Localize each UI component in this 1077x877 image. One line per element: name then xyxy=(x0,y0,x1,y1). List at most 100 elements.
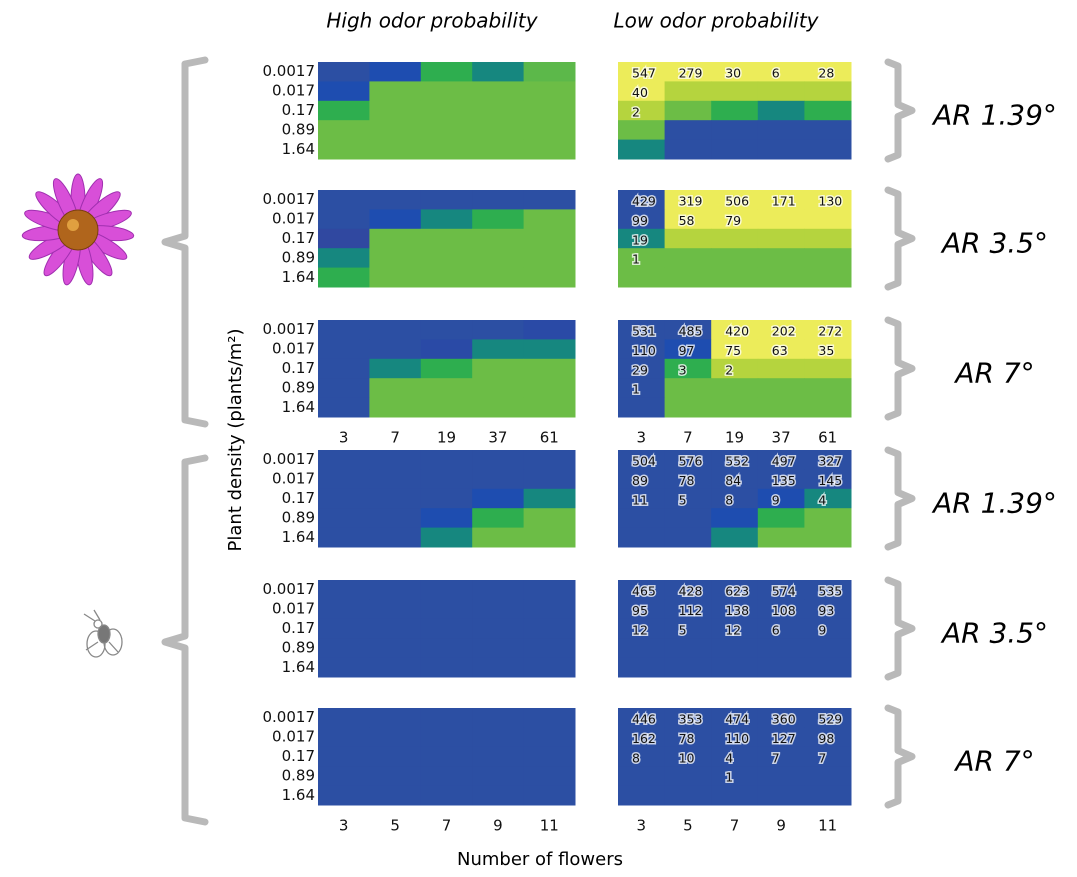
heatmap-cell xyxy=(618,786,665,806)
x-tick-label: 3 xyxy=(637,817,647,835)
heatmap-cell xyxy=(369,81,421,101)
cell-label: 1 xyxy=(725,770,733,785)
heatmap-cell xyxy=(421,619,473,639)
x-tick-label: 11 xyxy=(818,817,837,835)
y-tick-label: 1.64 xyxy=(282,268,315,286)
cell-label: 623 xyxy=(725,584,749,599)
heatmap-cell xyxy=(758,508,805,528)
heatmap-cell xyxy=(318,378,370,398)
y-tick-label: 0.17 xyxy=(282,359,315,377)
heatmap-cell xyxy=(369,747,421,767)
heatmap-cell xyxy=(711,489,758,509)
heatmap-cell xyxy=(665,268,712,288)
heatmap-cell xyxy=(524,101,576,121)
heatmap-cell xyxy=(369,140,421,160)
heatmap-cell xyxy=(421,268,473,288)
cell-label: 97 xyxy=(679,343,695,358)
y-tick-label: 0.017 xyxy=(272,470,315,488)
cell-label: 4 xyxy=(725,750,733,765)
heatmap-cell xyxy=(665,120,712,140)
heatmap-cell xyxy=(758,378,805,398)
cell-label: 78 xyxy=(679,473,695,488)
cell-label: 40 xyxy=(632,85,648,100)
cell-label: 5 xyxy=(679,492,687,507)
cell-label: 360 xyxy=(772,712,796,727)
heatmap-cell xyxy=(472,81,524,101)
heatmap-cell xyxy=(711,268,758,288)
heatmap-cell xyxy=(369,120,421,140)
heatmap-cell xyxy=(711,120,758,140)
cell-label: 79 xyxy=(725,213,741,228)
heatmap-cell xyxy=(711,378,758,398)
cell-label: 7 xyxy=(772,750,780,765)
heatmap-cell xyxy=(369,62,421,82)
cell-label: 576 xyxy=(679,454,703,469)
heatmap-cell xyxy=(318,489,370,509)
cell-label: 202 xyxy=(772,324,796,339)
heatmap-cell xyxy=(758,101,805,121)
cell-label: 272 xyxy=(818,324,842,339)
x-axis-label: Number of flowers xyxy=(457,849,623,870)
cell-label: 171 xyxy=(772,194,796,209)
heatmap-cell xyxy=(711,786,758,806)
cell-label: 135 xyxy=(772,473,796,488)
y-tick-label: 1.64 xyxy=(282,528,315,546)
heatmap-cell xyxy=(421,320,473,340)
heatmap-cell xyxy=(318,469,370,489)
heatmap-cell xyxy=(665,528,712,548)
heatmap-cell xyxy=(758,229,805,249)
heatmap-cell xyxy=(472,120,524,140)
heatmap-cell xyxy=(472,450,524,470)
cell-label: 95 xyxy=(632,603,648,618)
heatmap-cell xyxy=(472,339,524,359)
y-tick-label: 1.64 xyxy=(282,786,315,804)
heatmap-cell xyxy=(758,638,805,658)
heatmap-cell xyxy=(711,398,758,418)
cell-label: 574 xyxy=(772,584,796,599)
heatmap-cell xyxy=(665,766,712,786)
cell-label: 12 xyxy=(632,622,648,637)
heatmap-cell xyxy=(318,209,370,229)
heatmap-cell xyxy=(369,766,421,786)
heatmap-cell xyxy=(421,81,473,101)
heatmap-cell xyxy=(318,638,370,658)
heatmap-cell xyxy=(665,81,712,101)
heatmap-cell xyxy=(369,489,421,509)
x-tick-label: 11 xyxy=(540,817,559,835)
heatmap-cell xyxy=(369,450,421,470)
column-title: High odor probability xyxy=(326,9,538,33)
heatmap-cell xyxy=(711,248,758,268)
heatmap-cell xyxy=(665,619,712,639)
heatmap-cell xyxy=(369,339,421,359)
heatmap-cell xyxy=(472,101,524,121)
cell-label: 11 xyxy=(632,492,648,507)
x-tick-label: 9 xyxy=(493,817,503,835)
heatmap-cell xyxy=(804,209,851,229)
heatmap-cell xyxy=(665,248,712,268)
heatmap-cell xyxy=(472,747,524,767)
cell-label: 78 xyxy=(679,731,695,746)
x-tick-label: 19 xyxy=(725,429,744,447)
heatmap-cell xyxy=(421,508,473,528)
heatmap-cell xyxy=(421,120,473,140)
heatmap-cell xyxy=(711,766,758,786)
heatmap-cell xyxy=(758,81,805,101)
annotation: AR 3.5° xyxy=(940,617,1048,650)
heatmap-cell xyxy=(804,140,851,160)
y-tick-label: 1.64 xyxy=(282,398,315,416)
x-tick-label: 61 xyxy=(818,429,837,447)
heatmap-cell xyxy=(421,62,473,82)
cell-label: 5 xyxy=(679,622,687,637)
cell-label: 446 xyxy=(632,712,656,727)
heatmap-cell xyxy=(524,528,576,548)
bracket xyxy=(165,60,205,424)
y-tick-label: 0.017 xyxy=(272,728,315,746)
bracket xyxy=(888,708,912,805)
y-tick-label: 0.017 xyxy=(272,340,315,358)
heatmap-cell xyxy=(318,580,370,600)
cell-label: 138 xyxy=(725,603,749,618)
cell-label: 529 xyxy=(818,712,842,727)
heatmap-cell xyxy=(318,450,370,470)
cell-label: 465 xyxy=(632,584,656,599)
y-tick-label: 0.17 xyxy=(282,229,315,247)
